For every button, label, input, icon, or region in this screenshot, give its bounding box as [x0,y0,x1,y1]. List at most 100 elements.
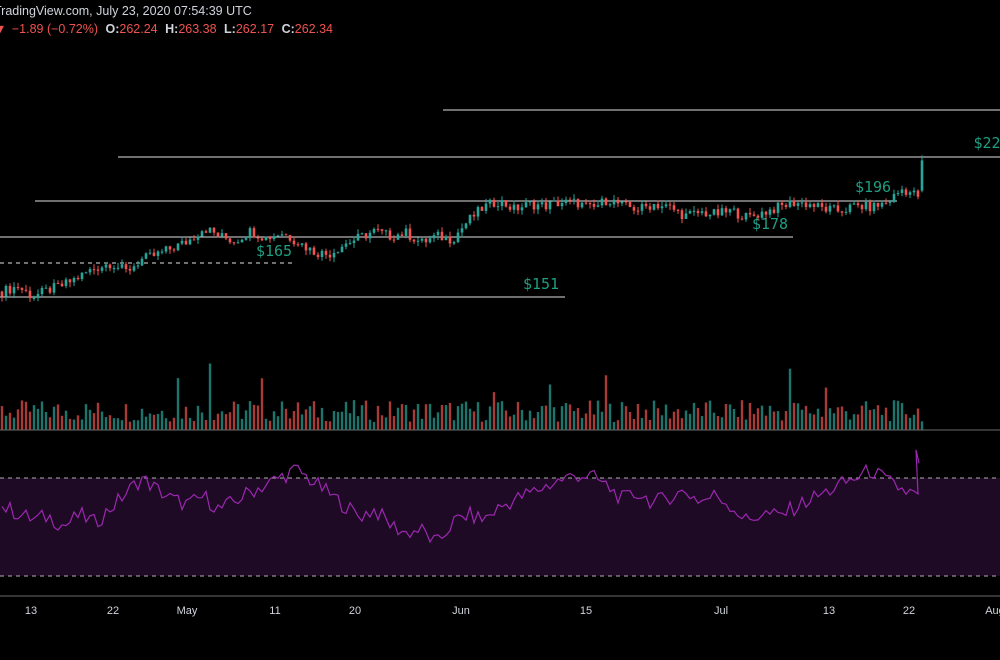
volume-bar [452,420,456,430]
volume-bar [88,409,92,430]
volume-bar [392,416,396,430]
candle-body [68,279,72,283]
candle-body [728,209,732,213]
volume-bar [884,407,888,430]
close-label: C: [281,22,295,36]
volume-bar [484,420,488,430]
ohlc-line: ▼ −1.89 (−0.72%) O:262.24 H:263.38 L:262… [0,22,333,36]
candle-body [688,211,692,214]
volume-bar [200,412,204,430]
candle-body [416,240,420,242]
x-axis-tick-label: 20 [349,605,361,617]
candle-body [16,287,20,289]
volume-bar [780,420,784,430]
candle-body [420,238,424,241]
volume-bar [840,406,844,430]
candle-body [488,199,492,204]
open-value: 262.24 [119,22,158,36]
volume-bar [16,409,20,430]
candle-body [740,218,744,220]
candle-body [4,285,8,297]
volume-bar [544,405,548,430]
candle-body [320,250,324,257]
candle-body [692,210,696,212]
rsi-band [0,478,1000,576]
candle-body [708,214,712,217]
volume-bar [488,406,492,430]
candle-body [268,236,272,240]
candle-body [656,203,660,209]
candle-body [36,294,40,298]
volume-bar [564,403,568,430]
volume-bar [384,417,388,430]
candle-body [444,236,448,241]
volume-bar [864,401,868,430]
volume-bar [772,411,776,430]
candle-body [20,288,24,290]
open-label: O: [105,22,120,36]
candle-body [844,211,848,213]
volume-bar [440,404,444,430]
candle-body [412,239,416,242]
volume-bar [168,421,172,430]
volume-bar [784,411,788,430]
candle-body [632,207,636,211]
volume-bar [132,420,136,430]
volume-bar [844,411,848,430]
candle-body [124,264,128,270]
candle-body [140,258,144,266]
volume-bar [428,403,432,430]
candle-body [200,231,204,237]
candle-body [484,203,488,211]
candle-body [208,227,212,233]
candle-body [176,243,180,251]
candle-body [328,254,332,258]
volume-bar [408,421,412,430]
volume-bar [24,401,28,430]
volume-bar [892,400,896,430]
volume-bar [768,405,772,430]
volume-bar [48,417,52,430]
candle-body [872,202,876,212]
candle-body [912,190,916,193]
candle-body [192,239,196,241]
candle-body [408,228,412,240]
price-pane[interactable]: $151 $165 $178 $196 $22 [0,109,1000,302]
volume-bar [628,411,632,430]
volume-bar [64,410,68,430]
x-axis-tick-label: 22 [107,605,119,617]
candle-body [808,204,812,208]
candle-body [232,242,236,244]
volume-bar [160,410,164,430]
candle-body [8,285,12,294]
volume-bar [680,418,684,430]
low-value: 262.17 [235,22,275,36]
candle-body [56,283,60,285]
volume-bar [812,414,816,430]
volume-bar [256,405,260,430]
candle-body [880,202,884,207]
candle-body [372,228,376,233]
volume-bar [576,408,580,430]
volume-bar [104,417,108,430]
volume-bar [248,401,252,430]
candle-body [308,247,312,251]
candle-body [508,206,512,210]
volume-bar [220,411,224,430]
candle-body [820,203,824,207]
volume-bar [276,416,280,430]
rsi-pane[interactable] [0,449,1000,577]
volume-bar [32,405,36,430]
candle-body [732,208,736,210]
volume-bar [816,408,820,430]
candle-body [0,291,4,297]
volume-bar [528,410,532,430]
volume-bar [4,415,8,430]
candle-body [396,234,400,240]
volume-bar [268,420,272,430]
candle-body [744,212,748,220]
candle-body [916,190,920,197]
candle-body [752,214,756,216]
candle-body [876,202,880,207]
